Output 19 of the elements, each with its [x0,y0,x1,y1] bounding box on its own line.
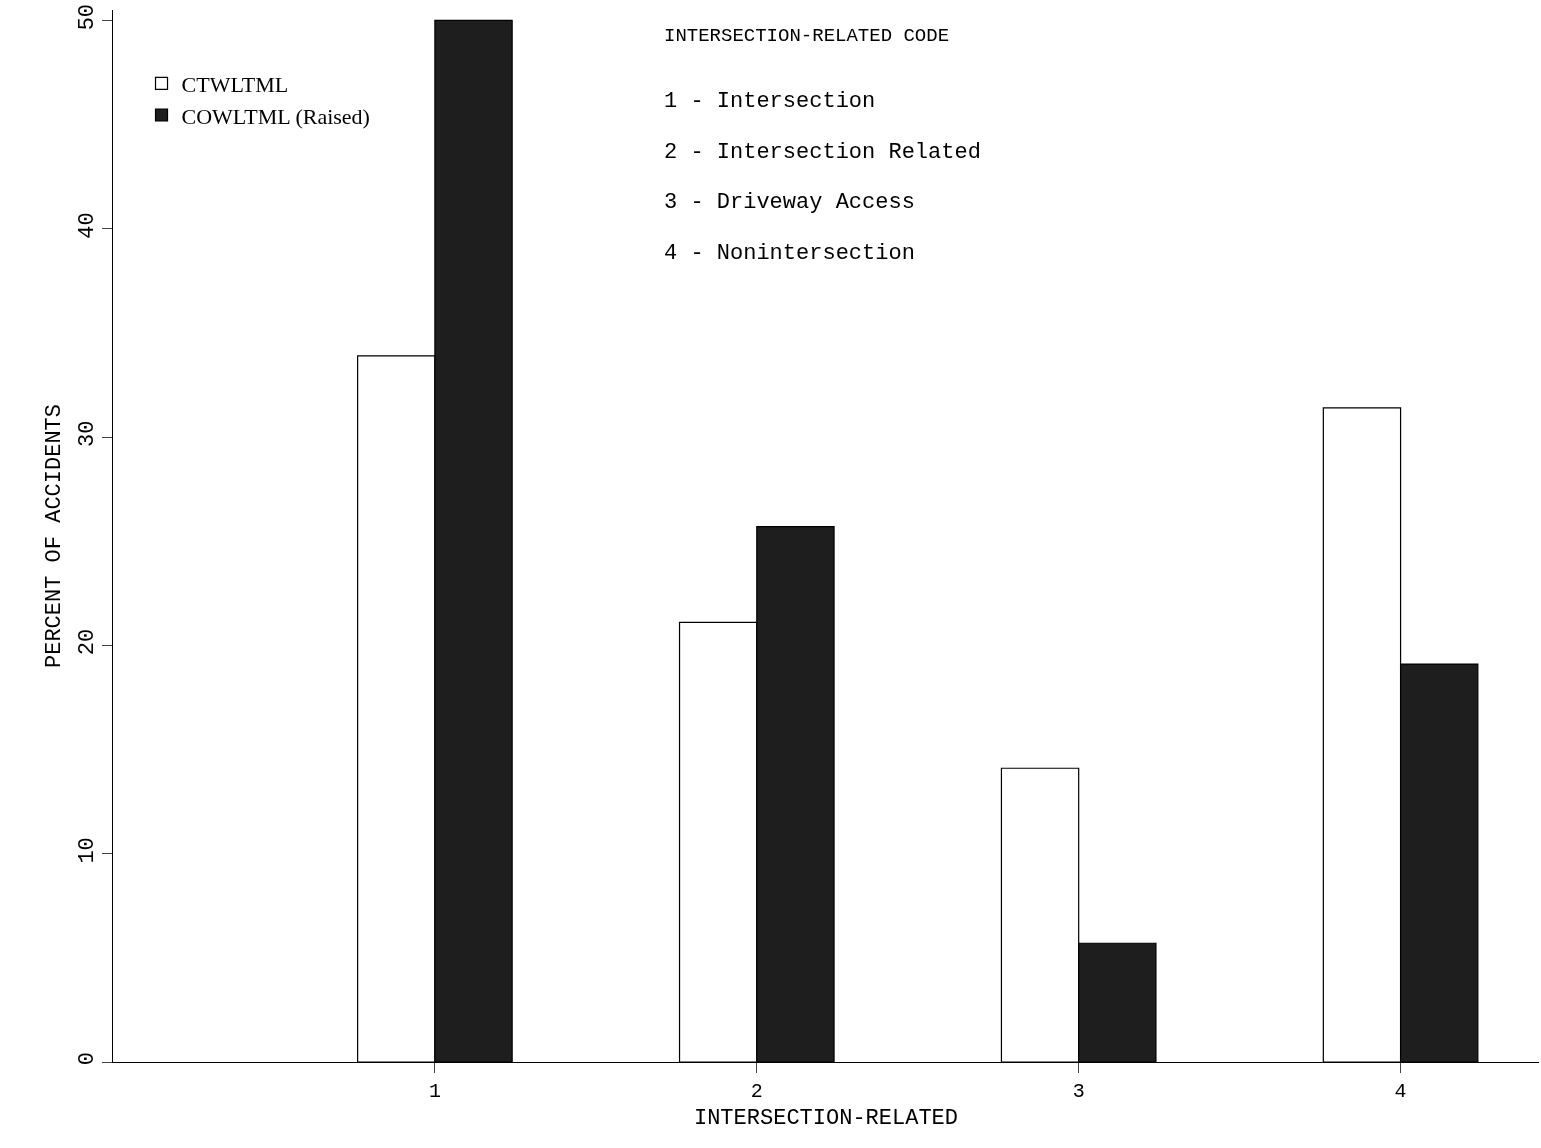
x-tick-label: 3 [1072,1080,1085,1103]
y-tick-label: 30 [75,420,101,447]
y-axis-title: PERCENT OF ACCIDENTS [42,403,67,669]
legend-label: CTWLTML [181,71,289,97]
annotation: INTERSECTION-RELATED CODE [664,25,950,47]
y-tick-label: 50 [75,3,101,31]
x-tick-label: 4 [1394,1080,1407,1103]
annotation: 4 - Nonintersection [664,241,915,266]
x-axis-title: INTERSECTION-RELATED [693,1105,959,1131]
y-tick-label: 20 [75,628,101,656]
legend-label: COWLTML (Raised) [181,103,370,129]
x-tick-label: 2 [750,1080,763,1103]
annotation: 3 - Driveway Access [664,190,915,215]
y-tick-label: 10 [75,837,101,864]
y-tick-label: 40 [75,212,101,239]
annotation: 2 - Intersection Related [664,140,981,165]
x-tick-label: 1 [428,1080,441,1103]
annotation: 1 - Intersection [664,89,876,114]
y-tick-label: 0 [75,1052,101,1066]
